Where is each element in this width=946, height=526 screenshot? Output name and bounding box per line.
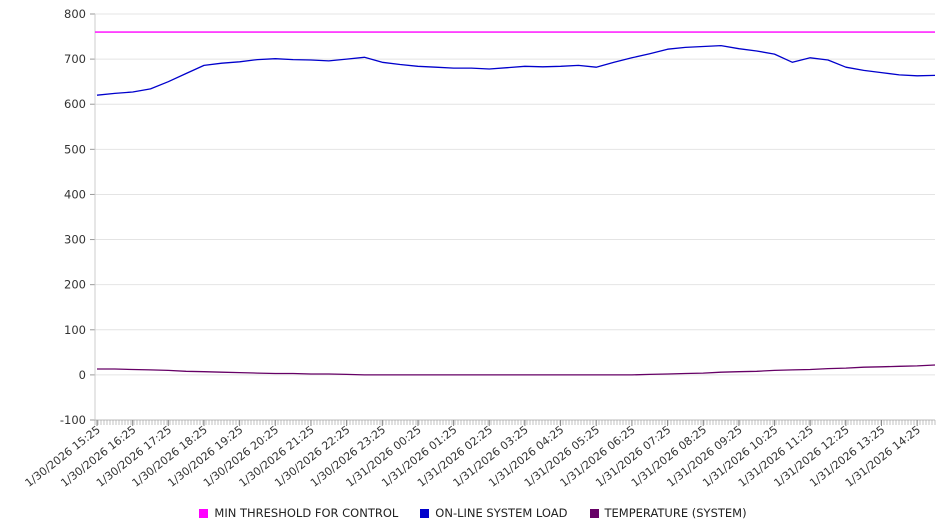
- svg-text:-100: -100: [60, 413, 86, 427]
- svg-text:0: 0: [79, 368, 86, 382]
- legend-swatch-system-load: [420, 508, 430, 518]
- legend-item-temperature: TEMPERATURE (SYSTEM): [589, 506, 747, 520]
- legend-swatch-min-threshold: [199, 508, 209, 518]
- legend-swatch-temperature: [589, 508, 599, 518]
- svg-text:500: 500: [64, 142, 86, 156]
- svg-text:600: 600: [64, 97, 86, 111]
- legend-item-system-load: ON-LINE SYSTEM LOAD: [420, 506, 568, 520]
- svg-text:100: 100: [64, 323, 86, 337]
- svg-text:300: 300: [64, 233, 86, 247]
- legend-label-min-threshold: MIN THRESHOLD FOR CONTROL: [214, 506, 399, 520]
- legend-label-system-load: ON-LINE SYSTEM LOAD: [435, 506, 568, 520]
- svg-text:800: 800: [64, 7, 86, 21]
- chart-legend: MIN THRESHOLD FOR CONTROL ON-LINE SYSTEM…: [0, 506, 946, 520]
- legend-label-temperature: TEMPERATURE (SYSTEM): [604, 506, 747, 520]
- svg-text:400: 400: [64, 187, 86, 201]
- legend-item-min-threshold: MIN THRESHOLD FOR CONTROL: [199, 506, 398, 520]
- svg-text:700: 700: [64, 52, 86, 66]
- svg-text:200: 200: [64, 278, 86, 292]
